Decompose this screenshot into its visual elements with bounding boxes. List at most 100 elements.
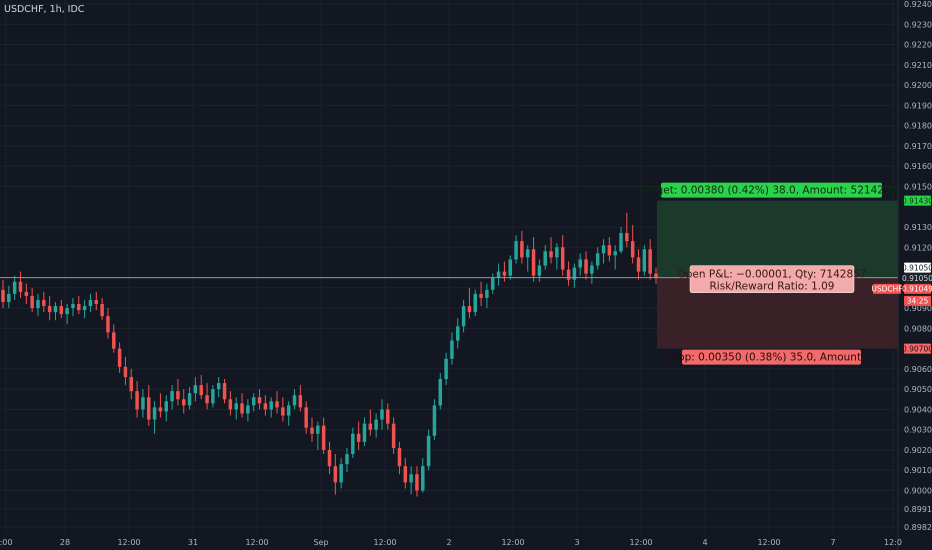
pnl-label-text: Open P&L: −0.00001, Qty: 7142857 [678, 269, 867, 281]
entry-price-tag-bg [904, 262, 931, 273]
candle [176, 379, 180, 406]
candle [339, 458, 343, 489]
candle-body [251, 397, 256, 406]
candle [531, 237, 536, 282]
candle [345, 447, 349, 473]
candle [170, 385, 174, 410]
candle [193, 376, 198, 402]
candle [100, 297, 104, 321]
entry-price-tag: 0.91050 [902, 262, 932, 273]
candle-body [613, 251, 617, 256]
candle-body [216, 383, 221, 390]
candle [607, 237, 612, 262]
candle-body [129, 376, 134, 392]
candle [18, 271, 23, 298]
candle [94, 291, 99, 311]
candle-body [310, 427, 314, 434]
candle-body [537, 265, 542, 276]
candle [467, 287, 472, 319]
candle-body [630, 241, 635, 258]
current-price-tag-text: 0.91049 [902, 285, 932, 294]
x-tick-label: 4 [702, 538, 707, 547]
y-tick-label: 0.89820 [904, 523, 932, 532]
candle [351, 427, 355, 459]
candle-body [304, 407, 308, 428]
candle-body [123, 366, 128, 377]
candle [473, 289, 478, 317]
candle-body [187, 393, 192, 406]
candle [520, 231, 524, 264]
candle [374, 413, 378, 438]
candle-body [176, 391, 180, 400]
candle-body [7, 293, 11, 302]
x-tick-label: 12:00 [245, 538, 268, 547]
candle-body [275, 401, 279, 408]
candle-body [181, 399, 186, 406]
candle [560, 235, 565, 276]
stop-price-tag: 0.90700 [902, 343, 932, 354]
candle-body [473, 293, 478, 313]
stop-label[interactable]: Stop: 0.00350 (0.38%) 35.0, Amount: 0 [667, 349, 875, 365]
candle [601, 239, 606, 264]
pnl-label[interactable]: Open P&L: −0.00001, Qty: 7142857 Risk/Re… [678, 265, 867, 293]
candle [555, 243, 559, 270]
x-tick-label: 3 [574, 538, 579, 547]
target-price-tag-text: 0.91430 [902, 196, 932, 205]
symbol-header[interactable]: USDCHF, 1h, IDC [4, 4, 85, 15]
candle-body [42, 299, 46, 307]
candle-body [374, 419, 378, 430]
x-tick-label: 12:00 [629, 538, 652, 547]
candle-body [625, 233, 629, 242]
candle-body [555, 247, 559, 258]
candle-body [164, 401, 168, 412]
candle [421, 458, 425, 493]
candle-body [444, 358, 448, 380]
candle-body [601, 245, 606, 254]
candle-body [135, 391, 139, 410]
time-axis[interactable]: :00 28 12:00 31 12:00 Sep 12:00 2 12:00 3 12:00 4 12… [0, 538, 902, 547]
candle [461, 299, 466, 333]
candle [380, 399, 384, 430]
candle [508, 255, 512, 280]
candle-body [491, 277, 495, 290]
candle-body [257, 397, 262, 404]
candle [444, 352, 448, 386]
countdown-tag-bg [904, 295, 931, 306]
candle-body [112, 332, 116, 349]
candle-body [368, 423, 373, 430]
candle-body [228, 399, 233, 410]
candle-body [211, 389, 215, 404]
candle-body [158, 407, 163, 412]
candle [30, 287, 34, 313]
candle-body [636, 257, 641, 272]
candle-body [65, 308, 69, 315]
candle-body [18, 281, 23, 292]
target-zone[interactable] [657, 200, 898, 278]
target-label-box [661, 182, 882, 198]
candle [630, 224, 635, 264]
candle-body [234, 403, 238, 410]
candle-body [117, 348, 122, 367]
target-label[interactable]: Target: 0.00380 (0.42%) 38.0, Amount: 52… [640, 182, 901, 198]
candle [502, 261, 507, 282]
candle [228, 391, 233, 416]
candle [327, 441, 332, 475]
entry-label-price-text: 0.91050 [902, 274, 932, 283]
candle-body [94, 299, 99, 305]
x-tick-label: 31 [188, 538, 198, 547]
x-tick-label: Sep [313, 538, 328, 547]
candle [549, 237, 553, 264]
x-tick-label: 12:00 [117, 538, 140, 547]
candle [485, 283, 489, 309]
candle-body [170, 391, 174, 402]
